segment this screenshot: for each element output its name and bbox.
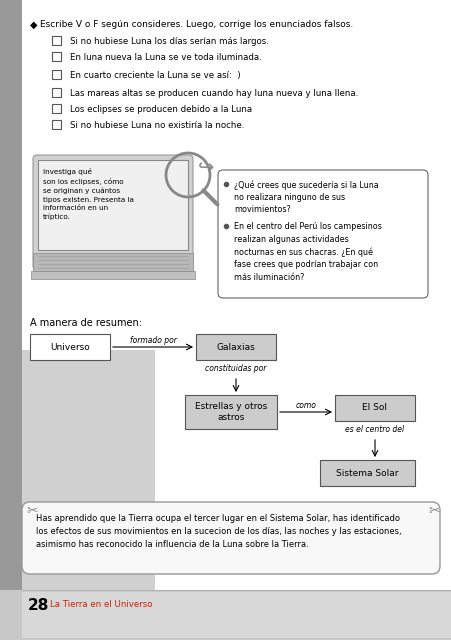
Bar <box>52 104 61 113</box>
Bar <box>0 0 22 640</box>
Bar <box>52 120 61 129</box>
Text: constituidas por: constituidas por <box>205 364 266 373</box>
Bar <box>196 334 276 360</box>
Text: Investiga qué
son los eclipses, cómo
se originan y cuántos
tipos existen. Presen: Investiga qué son los eclipses, cómo se … <box>43 168 133 221</box>
Bar <box>30 334 110 360</box>
Text: Si no hubiese Luna no existiría la noche.: Si no hubiese Luna no existiría la noche… <box>70 121 244 130</box>
Bar <box>52 88 61 97</box>
Text: En cuarto creciente la Luna se ve así:  ): En cuarto creciente la Luna se ve así: ) <box>70 71 240 80</box>
Text: La Tierra en el Universo: La Tierra en el Universo <box>50 600 152 609</box>
Text: ✂: ✂ <box>427 504 439 518</box>
Bar <box>52 70 61 79</box>
Bar <box>22 350 155 610</box>
Bar <box>31 271 194 279</box>
Text: Universo: Universo <box>50 342 90 351</box>
FancyBboxPatch shape <box>217 170 427 298</box>
Bar <box>22 592 451 638</box>
Bar <box>52 52 61 61</box>
Text: Galaxias: Galaxias <box>216 342 255 351</box>
Text: Si no hubiese Luna los días serían más largos.: Si no hubiese Luna los días serían más l… <box>70 37 268 46</box>
Text: El Sol: El Sol <box>362 403 387 413</box>
Bar <box>319 460 414 486</box>
Text: 28: 28 <box>28 598 49 613</box>
Text: En el centro del Perú los campesinos
realizan algunas actividades
nocturnas en s: En el centro del Perú los campesinos rea… <box>234 222 381 282</box>
Bar <box>38 160 188 250</box>
Text: En luna nueva la Luna se ve toda iluminada.: En luna nueva la Luna se ve toda ilumina… <box>70 53 261 62</box>
Text: es el centro del: es el centro del <box>345 425 404 434</box>
Text: como: como <box>295 401 316 410</box>
Text: ↪: ↪ <box>198 158 214 177</box>
Bar <box>22 0 132 610</box>
Bar <box>184 395 276 429</box>
Text: Escribe V o F según consideres. Luego, corrige los enunciados falsos.: Escribe V o F según consideres. Luego, c… <box>40 20 353 29</box>
Text: Has aprendido que la Tierra ocupa el tercer lugar en el Sistema Solar, has ident: Has aprendido que la Tierra ocupa el ter… <box>36 514 401 549</box>
Bar <box>0 590 451 640</box>
Bar <box>132 0 451 610</box>
FancyBboxPatch shape <box>33 155 193 270</box>
Text: ¿Qué crees que sucedería si la Luna
no realizara ninguno de sus
movimientos?: ¿Qué crees que sucedería si la Luna no r… <box>234 180 378 214</box>
Text: formado por: formado por <box>129 336 176 345</box>
Text: ✂: ✂ <box>26 504 37 518</box>
Text: Estrellas y otros
astros: Estrellas y otros astros <box>194 402 267 422</box>
Bar <box>334 395 414 421</box>
Bar <box>22 0 451 15</box>
Bar <box>22 592 451 638</box>
Bar <box>33 253 193 271</box>
FancyBboxPatch shape <box>22 502 439 574</box>
Bar <box>0 0 22 640</box>
Text: Sistema Solar: Sistema Solar <box>336 468 398 477</box>
Text: Los eclipses se producen debido a la Luna: Los eclipses se producen debido a la Lun… <box>70 105 252 114</box>
Text: A manera de resumen:: A manera de resumen: <box>30 318 142 328</box>
Bar <box>52 36 61 45</box>
Text: Las mareas altas se producen cuando hay luna nueva y luna llena.: Las mareas altas se producen cuando hay … <box>70 89 358 98</box>
Text: ◆: ◆ <box>30 20 37 30</box>
